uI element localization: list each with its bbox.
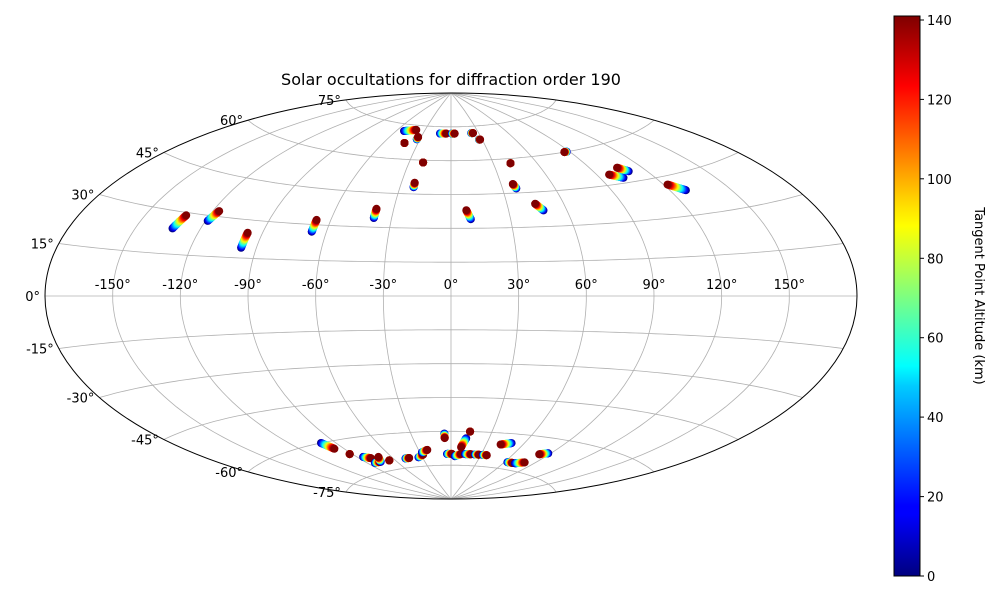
- latitude-tick-label: 30°: [71, 189, 94, 204]
- longitude-tick-label: 90°: [642, 278, 665, 293]
- colorbar-tick-label: 120: [927, 93, 952, 108]
- parallel-gridline: [163, 152, 739, 195]
- occultation-point: [330, 444, 339, 453]
- latitude-tick-label: -45°: [131, 434, 159, 449]
- longitude-tick-label: -150°: [95, 278, 131, 293]
- occultation-point: [410, 178, 419, 187]
- occultation-point: [243, 228, 252, 237]
- parallel-gridline: [58, 329, 844, 349]
- occultation-point: [535, 450, 544, 459]
- longitude-tick-label: 60°: [575, 278, 598, 293]
- colorbar-label: Tangent Point Altitude (km): [971, 206, 986, 384]
- colorbar-tick-label: 80: [927, 252, 944, 267]
- occultation-point: [405, 454, 414, 462]
- occultation-point: [482, 451, 491, 460]
- map-frame: [44, 92, 858, 500]
- parallel-gridline: [345, 99, 557, 128]
- occultation-point: [476, 135, 485, 144]
- occultation-point: [372, 204, 381, 213]
- longitude-tick-label: -90°: [234, 278, 262, 293]
- parallel-gridline: [163, 397, 739, 440]
- occultation-point: [605, 170, 614, 179]
- parallel-gridline: [345, 464, 557, 493]
- parallel-gridline: [58, 243, 844, 263]
- colorbar: [893, 15, 921, 577]
- occultation-point: [440, 434, 449, 443]
- map-grid: [45, 92, 857, 500]
- colorbar-tick-label: 140: [927, 14, 952, 29]
- latitude-tick-label: 60°: [220, 114, 243, 129]
- latitude-tick-label: 15°: [31, 238, 54, 253]
- occultation-point: [531, 199, 540, 208]
- parallel-gridline: [99, 363, 803, 398]
- latitude-tick-label: 0°: [25, 290, 40, 305]
- colorbar-tick-label: 40: [927, 411, 944, 426]
- occultation-point: [374, 452, 383, 461]
- colorbar-tick-label: 0: [927, 570, 935, 585]
- occultation-point: [345, 450, 354, 459]
- colorbar-tick-label: 60: [927, 332, 944, 347]
- colorbar-tick-label: 20: [927, 491, 944, 506]
- longitude-tick-label: 0°: [444, 278, 459, 293]
- occultation-point: [469, 129, 477, 138]
- occultation-point: [419, 158, 428, 167]
- latitude-tick-label: 75°: [318, 94, 341, 109]
- occultation-point: [450, 129, 459, 138]
- occultation-point: [466, 427, 475, 436]
- occultation-point: [520, 458, 529, 467]
- longitude-tick-label: 150°: [774, 278, 805, 293]
- occultation-point: [182, 211, 191, 220]
- colorbar-tick-label: 100: [927, 173, 952, 188]
- longitude-tick-label: 120°: [706, 278, 737, 293]
- occultation-point: [560, 148, 569, 157]
- parallel-gridline: [247, 430, 655, 473]
- colorbar-ticks: 0 20 40 60 80 100 120 140: [920, 14, 952, 585]
- occultation-point: [385, 456, 394, 465]
- longitude-tick-label: -120°: [162, 278, 198, 293]
- latitude-tick-label: 45°: [136, 147, 159, 162]
- latitude-tick-label: -75°: [313, 486, 341, 501]
- longitude-tick-label: -60°: [302, 278, 330, 293]
- occultation-point: [496, 440, 505, 449]
- latitude-tick-label: -60°: [215, 466, 243, 481]
- occultation-point: [508, 180, 517, 188]
- longitude-tick-labels: -150° -120° -90° -60° -30° 0° 30° 60° 90° 120° 150…: [95, 278, 805, 293]
- occultation-point: [613, 163, 621, 172]
- parallel-gridline: [247, 119, 655, 162]
- occultation-point: [312, 215, 321, 224]
- occultation-point: [457, 443, 466, 452]
- occultation-point: [462, 206, 471, 215]
- occultation-point: [414, 133, 423, 141]
- occultation-point: [400, 139, 409, 147]
- occultation-point: [423, 445, 432, 454]
- latitude-tick-label: -15°: [26, 343, 54, 358]
- longitude-tick-label: 30°: [507, 278, 530, 293]
- occultation-point: [412, 125, 421, 134]
- longitude-tick-label: -30°: [369, 278, 397, 293]
- occultation-point: [442, 129, 451, 138]
- occultation-point: [506, 159, 515, 168]
- latitude-tick-labels: -75° -60° -45° -30° -15° 0° 15° 30° 45° 60° 75°: [25, 94, 341, 501]
- chart-title: Solar occultations for diffraction order…: [281, 70, 621, 89]
- occultation-points: [168, 125, 690, 468]
- latitude-tick-label: -30°: [67, 392, 95, 407]
- occultation-point: [215, 207, 224, 216]
- occultation-point: [663, 180, 672, 189]
